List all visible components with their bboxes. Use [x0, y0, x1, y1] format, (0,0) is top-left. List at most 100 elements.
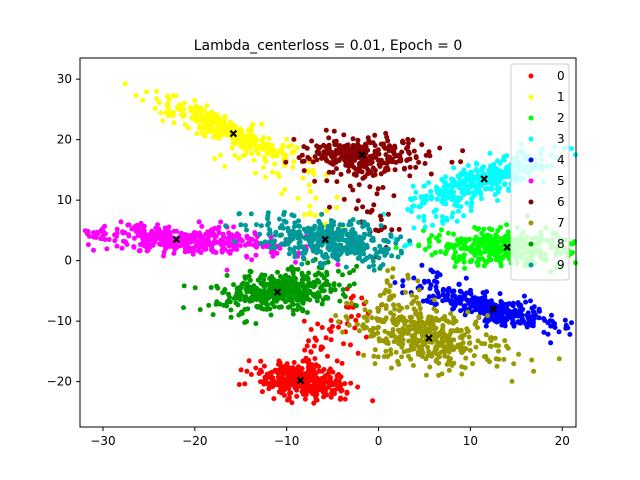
data-point	[531, 309, 537, 315]
data-point	[388, 310, 394, 316]
data-point	[319, 242, 325, 248]
data-point	[102, 223, 108, 229]
data-point	[495, 254, 501, 260]
data-point	[505, 313, 511, 319]
data-point	[390, 266, 396, 272]
data-point	[251, 157, 257, 163]
data-point	[244, 289, 250, 295]
data-point	[314, 298, 320, 304]
data-point	[206, 302, 212, 308]
data-point	[258, 240, 264, 246]
data-point	[406, 338, 412, 344]
data-point	[309, 138, 315, 144]
data-point	[212, 127, 218, 133]
data-point	[349, 300, 354, 306]
data-point	[426, 149, 432, 155]
data-point	[305, 373, 311, 379]
data-point	[423, 372, 429, 378]
data-point	[472, 189, 477, 195]
data-point	[485, 319, 490, 325]
data-point	[120, 229, 125, 235]
data-point	[181, 305, 186, 311]
data-point	[296, 245, 301, 250]
data-point	[505, 164, 511, 170]
data-point	[227, 294, 232, 300]
data-point	[157, 236, 163, 242]
data-point	[396, 308, 402, 313]
data-point	[451, 165, 457, 171]
data-point	[319, 211, 325, 217]
data-point	[306, 385, 312, 391]
data-point	[270, 169, 275, 175]
data-point	[199, 244, 204, 250]
data-point	[135, 232, 141, 238]
data-point	[395, 254, 401, 260]
data-point	[472, 225, 478, 230]
data-point	[492, 335, 498, 341]
data-point	[247, 145, 253, 151]
data-point	[499, 300, 505, 306]
data-point	[301, 144, 307, 150]
data-point	[407, 314, 413, 320]
data-point	[232, 141, 238, 147]
data-point	[112, 232, 118, 238]
data-point	[341, 341, 346, 347]
data-point	[509, 378, 515, 384]
data-point	[279, 377, 285, 383]
data-point	[409, 346, 415, 352]
legend-item-7: 7	[528, 216, 565, 230]
data-point	[154, 88, 160, 94]
data-point	[157, 229, 163, 235]
data-point	[362, 164, 368, 170]
data-point	[198, 250, 204, 255]
data-point	[364, 159, 370, 165]
data-point	[489, 227, 495, 233]
data-point	[421, 218, 427, 224]
data-point	[223, 223, 229, 229]
data-point	[294, 145, 300, 151]
data-point	[355, 350, 361, 356]
data-point	[310, 366, 316, 372]
data-point	[436, 372, 442, 378]
data-point	[224, 273, 230, 278]
data-point	[234, 290, 240, 296]
y-tick-label: −10	[47, 314, 72, 328]
data-point	[299, 272, 305, 278]
data-point	[481, 226, 487, 232]
data-point	[481, 233, 487, 239]
data-point	[308, 189, 313, 194]
data-point	[295, 266, 301, 272]
data-point	[356, 219, 362, 225]
data-point	[365, 222, 371, 228]
data-point	[483, 323, 489, 329]
data-point	[439, 199, 445, 204]
data-point	[495, 228, 501, 234]
data-point	[193, 111, 199, 117]
data-point	[350, 187, 356, 193]
data-point	[355, 238, 361, 244]
data-point	[312, 335, 318, 341]
legend-marker	[528, 94, 534, 100]
data-point	[229, 232, 235, 238]
data-point	[470, 361, 476, 367]
data-point	[314, 272, 319, 278]
data-point	[262, 174, 268, 180]
data-point	[444, 217, 450, 223]
data-point	[222, 129, 228, 135]
data-point	[449, 176, 454, 182]
data-point	[167, 236, 173, 241]
data-point	[389, 159, 395, 165]
data-point	[211, 231, 217, 237]
data-point	[459, 236, 465, 242]
data-point	[291, 283, 297, 289]
data-point	[411, 225, 417, 231]
data-point	[339, 152, 345, 158]
data-point	[121, 238, 126, 244]
data-point	[159, 241, 165, 247]
data-point	[469, 169, 475, 175]
data-point	[256, 151, 261, 157]
data-point	[354, 263, 360, 269]
data-point	[367, 209, 373, 215]
data-point	[330, 324, 335, 329]
data-point	[467, 347, 473, 353]
